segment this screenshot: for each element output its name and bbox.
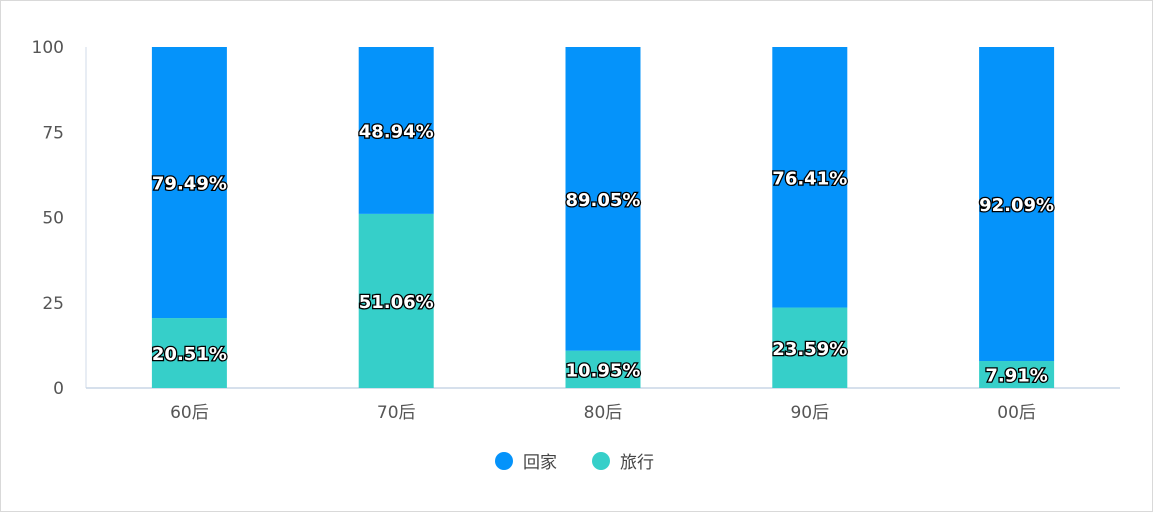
bar-segment [358, 47, 434, 214]
data-label: 10.95% [566, 360, 641, 381]
data-label: 20.51% [152, 344, 227, 365]
data-label: 7.91% [985, 366, 1047, 387]
bar-segment [772, 307, 848, 388]
bars [151, 47, 1055, 388]
x-tick-label: 00后 [997, 403, 1036, 423]
data-label: 92.09% [979, 195, 1054, 216]
legend: 回家 旅行 [495, 452, 654, 473]
data-label: 48.94% [359, 121, 434, 142]
bar-segment [565, 350, 641, 388]
bar-segment [151, 318, 227, 388]
legend-label: 回家 [523, 453, 557, 473]
legend-marker [592, 452, 610, 470]
axes: 0 25 50 75 100 60后 70后 80后 90后 00后 [32, 38, 1120, 423]
data-label: 51.06% [359, 292, 434, 313]
x-tick-label: 70后 [377, 403, 416, 423]
y-tick-label: 0 [53, 379, 64, 399]
bar-segment [979, 361, 1055, 388]
y-tick-label: 50 [42, 209, 64, 229]
data-label: 79.49% [152, 174, 227, 195]
y-tick-label: 75 [42, 123, 64, 143]
y-tick-label: 25 [42, 294, 64, 314]
bar-segment [772, 47, 848, 308]
data-label: 76.41% [772, 168, 847, 189]
x-tick-label: 80后 [584, 403, 623, 423]
data-label: 89.05% [566, 190, 641, 211]
data-labels: 20.51% 79.49% 51.06% 48.94% 10.95% 89.05% 23.5… [151, 120, 1056, 388]
bar-segment [565, 47, 641, 351]
legend-marker [495, 452, 513, 470]
x-tick-label: 60后 [170, 403, 209, 423]
bar-segment [358, 213, 434, 388]
data-label: 23.59% [772, 339, 847, 360]
y-tick-label: 100 [32, 38, 64, 58]
x-tick-label: 90后 [790, 403, 829, 423]
bar-segment [151, 47, 227, 319]
legend-label: 旅行 [620, 453, 654, 473]
bar-segment [979, 47, 1055, 362]
